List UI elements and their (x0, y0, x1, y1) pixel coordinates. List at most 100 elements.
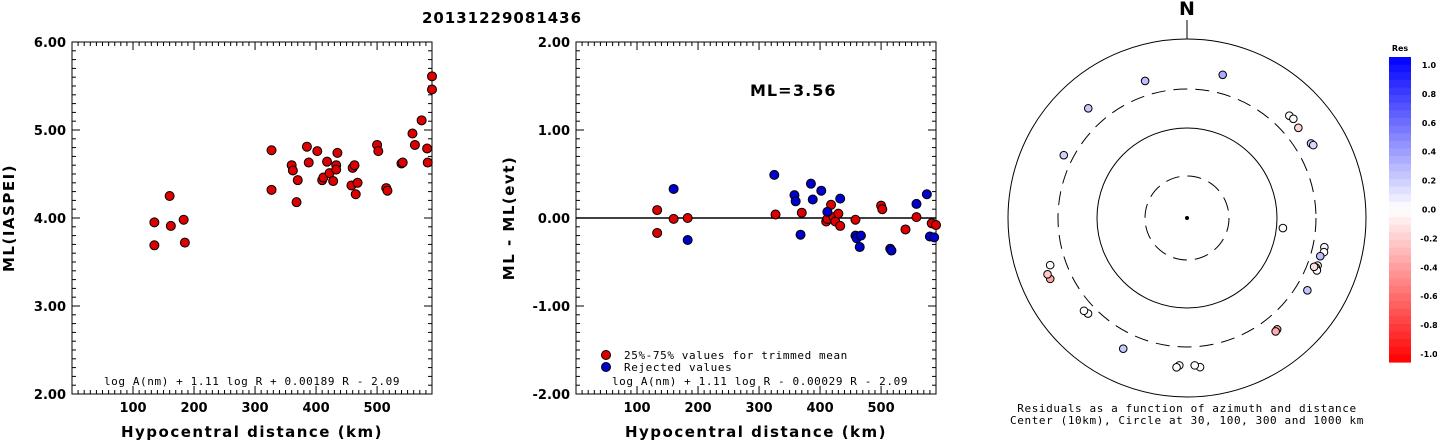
station-point (1278, 223, 1288, 233)
data-point (178, 214, 189, 225)
data-point (287, 165, 298, 176)
rejected-point (668, 183, 679, 194)
colorbar-cell (1389, 95, 1411, 104)
colorbar-cell (1389, 194, 1411, 203)
trimmed-point (652, 205, 663, 216)
data-point (422, 157, 433, 168)
colorbar-cell (1389, 232, 1411, 241)
trimmed-point (877, 204, 888, 215)
colorbar-cell (1389, 301, 1411, 310)
colorbar-cell (1389, 171, 1411, 180)
range-circle-100km (1096, 127, 1278, 309)
colorbar-cell (1389, 354, 1411, 363)
colorbar-tick-label: 0.8 (1422, 90, 1437, 99)
colorbar-tick-label: 0.4 (1422, 148, 1437, 157)
xtick-label: 200 (684, 401, 711, 416)
colorbar-cell (1389, 209, 1411, 218)
rejected-point (911, 198, 922, 209)
colorbar-tick-label: 0.2 (1422, 177, 1436, 186)
north-label: N (1179, 0, 1195, 20)
colorbar-cell (1389, 179, 1411, 188)
left-axis-ticks: 2.00 3.00 4.00 5.00 6.00 100 200 300 400 500 (34, 36, 432, 416)
rejected-point (854, 242, 865, 253)
colorbar-tick-label: -0.2 (1420, 234, 1437, 243)
station-point (1308, 140, 1318, 150)
legend-label-rejected: Rejected values (624, 361, 732, 374)
station-point (1172, 363, 1181, 372)
data-point (149, 240, 160, 251)
middle-formula: log A(nm) + 1.11 log R - 0.00029 R - 2.0… (612, 375, 908, 388)
data-point (266, 184, 277, 195)
figure-title: 20131229081436 (422, 9, 582, 27)
rejected-point (822, 206, 833, 217)
legend-marker-rejected (601, 362, 611, 372)
colorbar-cell (1389, 308, 1411, 317)
colorbar-cell (1389, 217, 1411, 226)
data-point (382, 185, 393, 196)
data-point (332, 147, 343, 158)
colorbar-tick-label: 0.0 (1422, 206, 1437, 215)
trimmed-point (833, 208, 844, 219)
station-point (1289, 114, 1298, 124)
station-point (1043, 270, 1052, 279)
data-point (350, 189, 361, 200)
colorbar-cell (1389, 110, 1411, 119)
station-point (1140, 76, 1150, 86)
ytick-label: 0.00 (538, 212, 570, 227)
rejected-point (816, 185, 827, 196)
azimuth-caption-line2: Center (10km), Circle at 30, 100, 300 an… (1010, 414, 1364, 427)
middle-points (652, 169, 941, 256)
colorbar-title: Res (1392, 44, 1409, 53)
colorbar-cell (1389, 262, 1411, 272)
xtick-label: 300 (745, 401, 772, 416)
left-xlabel: Hypocentral distance (km) (121, 423, 383, 441)
station-point (1083, 104, 1093, 113)
trimmed-point (850, 214, 861, 225)
colorbar-cell (1389, 224, 1411, 233)
colorbar-cell (1389, 118, 1411, 127)
ytick-label: 5.00 (34, 124, 66, 139)
range-circle-300km (1057, 88, 1317, 348)
middle-xlabel: Hypocentral distance (km) (625, 423, 887, 441)
ml-value: 3.56 (793, 81, 836, 100)
trimmed-point (668, 213, 679, 224)
colorbar-cell (1389, 79, 1411, 89)
legend-label-trimmed: 25%-75% values for trimmed mean (624, 349, 848, 362)
azimuth-caption-line1: Residuals as a function of azimuth and d… (1017, 402, 1356, 415)
left-points (149, 71, 437, 251)
station-point (1190, 361, 1200, 370)
data-point (301, 141, 312, 152)
station-point (1218, 70, 1228, 80)
trimmed-point (770, 209, 781, 220)
data-point (179, 237, 190, 248)
xtick-label: 400 (302, 401, 329, 416)
xtick-label: 200 (180, 401, 207, 416)
colorbar-tick-label: -1.0 (1420, 350, 1437, 359)
colorbar-cell (1389, 270, 1411, 279)
station-point (1309, 262, 1319, 272)
rejected-point (835, 193, 846, 204)
data-point (349, 160, 360, 171)
data-point (322, 156, 333, 167)
left-formula: log A(nm) + 1.11 log R + 0.00189 R - 2.0… (104, 375, 400, 388)
ytick-label: 2.00 (538, 36, 570, 51)
colorbar-ticks: 1.0 0.8 0.6 0.4 0.2 0.0 -0.2 -0.4 -0.6 -0.8 -1.0 (1420, 61, 1437, 359)
data-point (266, 145, 277, 156)
data-point (331, 164, 342, 175)
rejected-point (929, 232, 940, 243)
data-point (407, 128, 418, 139)
colorbar-tick-label: 1.0 (1422, 61, 1437, 70)
ytick-label: -1.00 (533, 300, 570, 315)
station-points (1043, 70, 1329, 372)
trimmed-point (835, 220, 846, 231)
rejected-point (805, 178, 816, 189)
data-point (373, 146, 384, 157)
data-point (422, 143, 433, 154)
ml-annotation: ML= 3.56 (750, 81, 836, 100)
ytick-label: 2.00 (34, 388, 66, 403)
colorbar-cell (1389, 201, 1411, 211)
colorbar-cell (1389, 156, 1411, 165)
colorbar-cell (1389, 57, 1411, 66)
colorbar-cell (1389, 148, 1411, 157)
